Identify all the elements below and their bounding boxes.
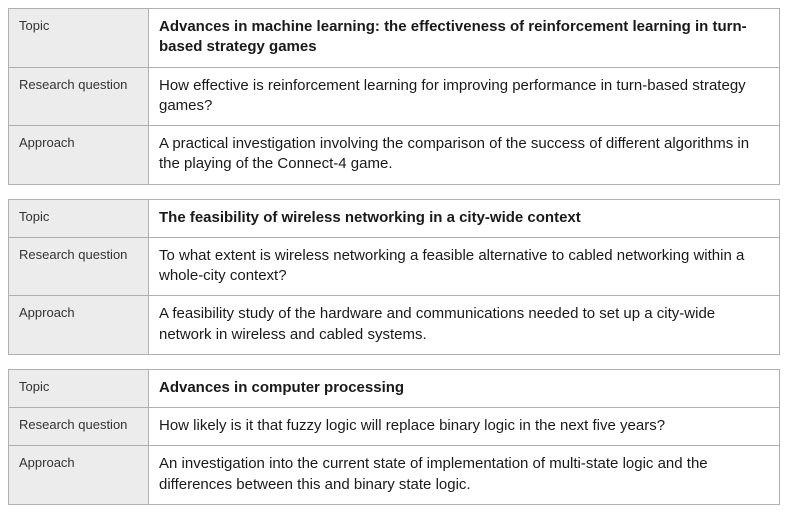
table-row: Research question To what extent is wire…	[9, 237, 780, 296]
value-approach: A practical investigation involving the …	[149, 126, 780, 185]
value-topic: Advances in computer processing	[149, 369, 780, 407]
table-row: Topic Advances in computer processing	[9, 369, 780, 407]
value-research-question: To what extent is wireless networking a …	[149, 237, 780, 296]
label-research-question: Research question	[9, 67, 149, 126]
research-table-2: Topic The feasibility of wireless networ…	[8, 199, 780, 355]
value-research-question: How effective is reinforcement learning …	[149, 67, 780, 126]
value-research-question: How likely is it that fuzzy logic will r…	[149, 408, 780, 446]
label-approach: Approach	[9, 296, 149, 355]
research-table-1: Topic Advances in machine learning: the …	[8, 8, 780, 185]
label-topic: Topic	[9, 199, 149, 237]
table-row: Topic Advances in machine learning: the …	[9, 9, 780, 68]
table-row: Research question How likely is it that …	[9, 408, 780, 446]
label-research-question: Research question	[9, 237, 149, 296]
label-topic: Topic	[9, 9, 149, 68]
table-row: Topic The feasibility of wireless networ…	[9, 199, 780, 237]
label-topic: Topic	[9, 369, 149, 407]
value-topic: Advances in machine learning: the effect…	[149, 9, 780, 68]
label-approach: Approach	[9, 126, 149, 185]
label-approach: Approach	[9, 446, 149, 505]
table-row: Approach A practical investigation invol…	[9, 126, 780, 185]
value-approach: A feasibility study of the hardware and …	[149, 296, 780, 355]
table-row: Research question How effective is reinf…	[9, 67, 780, 126]
table-row: Approach A feasibility study of the hard…	[9, 296, 780, 355]
table-row: Approach An investigation into the curre…	[9, 446, 780, 505]
label-research-question: Research question	[9, 408, 149, 446]
value-topic: The feasibility of wireless networking i…	[149, 199, 780, 237]
value-approach: An investigation into the current state …	[149, 446, 780, 505]
research-table-3: Topic Advances in computer processing Re…	[8, 369, 780, 505]
